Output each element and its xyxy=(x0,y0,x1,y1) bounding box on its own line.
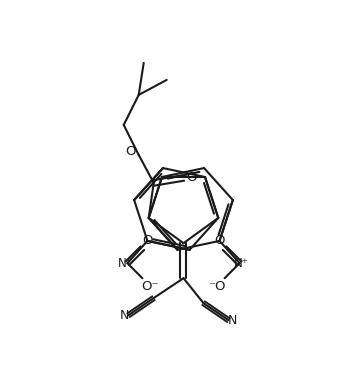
Text: O: O xyxy=(214,234,225,247)
Text: ⁻O: ⁻O xyxy=(208,280,225,293)
Text: N: N xyxy=(228,314,237,327)
Text: N⁺: N⁺ xyxy=(118,257,133,270)
Text: O: O xyxy=(142,234,153,247)
Text: O: O xyxy=(186,171,197,185)
Text: O⁻: O⁻ xyxy=(142,280,159,293)
Text: O: O xyxy=(125,145,136,158)
Text: N: N xyxy=(120,309,129,322)
Text: N⁺: N⁺ xyxy=(234,257,249,270)
